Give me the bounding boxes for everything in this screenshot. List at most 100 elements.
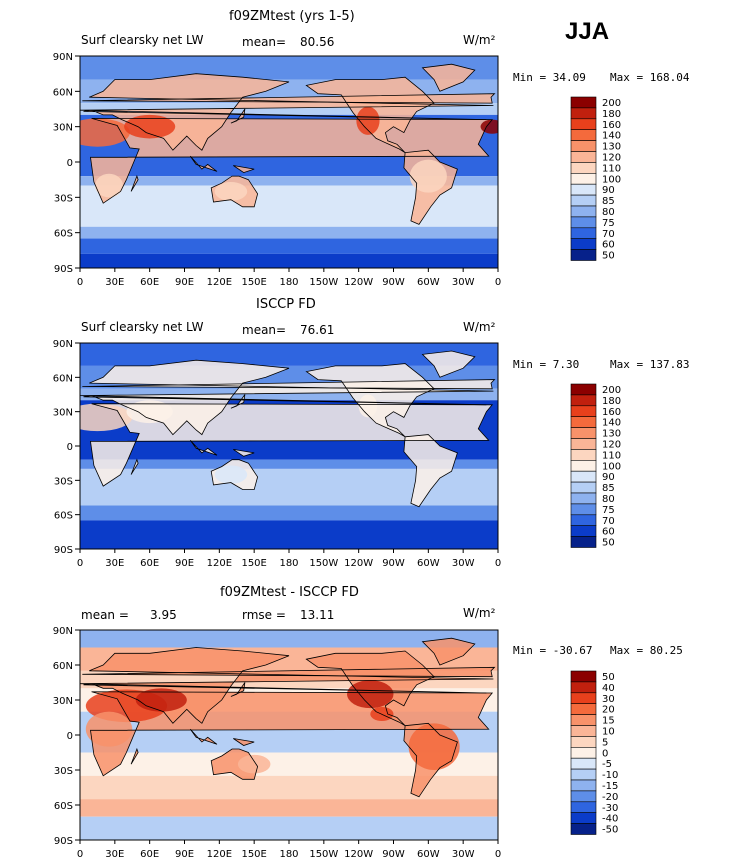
lon-tick-label: 180 <box>279 277 298 288</box>
field-feature <box>356 106 380 135</box>
coastline <box>421 350 476 378</box>
lat-tick-label: 60N <box>53 661 73 672</box>
colorbar-label: 20 <box>602 705 615 716</box>
panel-3-mean-label: mean = <box>81 608 129 622</box>
coastline <box>233 449 255 457</box>
colorbar-swatch <box>570 416 597 428</box>
colorbar-swatch <box>570 492 597 505</box>
colorbar-swatch <box>570 790 597 803</box>
lat-tick-label: 30N <box>53 408 73 419</box>
colorbar-swatch <box>570 194 597 207</box>
panel-3-min: Min = -30.67 <box>513 644 593 657</box>
colorbar-label: 180 <box>602 109 621 120</box>
colorbar-swatch <box>570 670 597 683</box>
coastline <box>233 738 255 746</box>
lon-tick-label: 120W <box>344 558 373 569</box>
coastline <box>403 434 458 508</box>
colorbar-label: 90 <box>602 185 615 196</box>
colorbar-label: -50 <box>602 825 618 836</box>
field-feature <box>126 400 173 424</box>
field-feature <box>80 403 133 432</box>
panel-3-title: f09ZMtest - ISCCP FD <box>220 585 359 600</box>
lat-tick-label: 30S <box>54 193 73 204</box>
lon-tick-label: 60E <box>140 277 159 288</box>
zonal-band <box>80 103 498 115</box>
lon-tick-label: 30E <box>105 558 124 569</box>
lon-tick-label: 60E <box>140 558 159 569</box>
coastline <box>90 403 494 487</box>
colorbar-label: -30 <box>602 803 618 814</box>
colorbar-label: 90 <box>602 472 615 483</box>
colorbar-label: 50 <box>602 672 615 683</box>
field-feature <box>237 754 271 774</box>
season-label: JJA <box>565 18 610 45</box>
colorbar-label: 130 <box>602 142 621 153</box>
lat-tick-label: 90N <box>53 52 73 63</box>
lon-tick-label: 30E <box>105 277 124 288</box>
colorbar-swatch <box>570 768 597 781</box>
lat-tick-label: 60N <box>53 373 73 384</box>
colorbar-swatch <box>570 681 597 694</box>
colorbar-swatch <box>570 779 597 792</box>
colorbar-label: 5 <box>602 737 608 748</box>
lon-tick-label: 0 <box>495 558 501 569</box>
field-feature <box>124 114 176 139</box>
colorbar-label: 160 <box>602 120 621 131</box>
lon-tick-label: 150W <box>309 277 338 288</box>
zonal-band <box>80 520 498 549</box>
colorbar-swatch <box>570 812 597 824</box>
lat-tick-label: 90S <box>54 836 73 847</box>
lat-tick-label: 30S <box>54 766 73 777</box>
lon-tick-label: 0 <box>77 849 83 860</box>
colorbar-swatch <box>570 514 597 526</box>
coastline <box>90 691 494 777</box>
colorbar-swatch <box>570 801 597 813</box>
coastline <box>305 76 435 153</box>
lon-tick-label: 60W <box>417 277 440 288</box>
coastline <box>189 155 218 172</box>
colorbar-swatch <box>570 736 597 748</box>
lon-tick-label: 180 <box>279 558 298 569</box>
colorbar-swatch <box>570 162 597 174</box>
field-feature <box>214 182 248 201</box>
lon-tick-label: 30W <box>452 849 475 860</box>
colorbar-label: 140 <box>602 131 621 142</box>
colorbar-label: -5 <box>602 759 612 770</box>
colorbar-swatch <box>570 96 597 109</box>
lon-tick-label: 150E <box>241 558 266 569</box>
colorbar-swatch <box>570 394 597 407</box>
coastline <box>233 165 255 174</box>
colorbar-swatch <box>570 703 597 715</box>
lon-tick-label: 60W <box>417 849 440 860</box>
zonal-band <box>80 775 498 800</box>
colorbar-label: 80 <box>602 494 615 505</box>
panel-2-min: Min = 7.30 <box>513 358 580 371</box>
colorbar-swatch <box>570 746 597 759</box>
land-shading <box>403 434 458 507</box>
lon-tick-label: 90E <box>175 558 194 569</box>
colorbar-swatch <box>570 459 597 472</box>
colorbar-label: 200 <box>602 98 621 109</box>
colorbar-swatch <box>570 107 597 120</box>
land-shading <box>80 360 494 435</box>
colorbar-label: 130 <box>602 429 621 440</box>
coastline <box>421 63 476 92</box>
lon-tick-label: 90E <box>175 277 194 288</box>
lon-tick-label: 120E <box>207 558 232 569</box>
colorbar-swatch <box>570 714 597 726</box>
land-shading <box>230 394 245 409</box>
panel-1-min: Min = 34.09 <box>513 71 586 84</box>
coastline <box>403 149 458 225</box>
colorbar-label: 75 <box>602 505 615 516</box>
lat-tick-label: 0 <box>67 158 73 169</box>
coastline <box>230 394 246 409</box>
colorbar-label: 60 <box>602 240 615 251</box>
panel-3-rmse-label: rmse = <box>242 608 286 622</box>
colorbar-label: 200 <box>602 385 621 396</box>
lon-tick-label: 0 <box>77 558 83 569</box>
land-shading <box>190 729 217 745</box>
lat-tick-label: 30S <box>54 476 73 487</box>
lon-tick-label: 120W <box>344 849 373 860</box>
